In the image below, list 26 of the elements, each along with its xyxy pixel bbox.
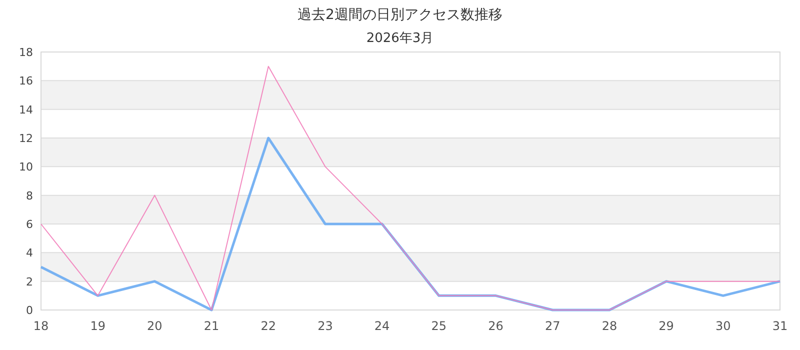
x-tick-label: 21: [204, 319, 220, 333]
y-tick-label: 0: [26, 304, 33, 317]
y-tick-label: 4: [26, 246, 33, 260]
y-tick-label: 8: [26, 189, 33, 202]
y-tick-label: 18: [19, 46, 33, 59]
x-tick-label: 20: [147, 319, 162, 333]
y-tick-label: 14: [19, 103, 33, 116]
x-tick-label: 26: [488, 319, 504, 333]
x-tick-label: 30: [716, 319, 731, 333]
y-tick-label: 6: [26, 218, 33, 231]
x-tick-label: 28: [602, 319, 618, 333]
x-tick-label: 27: [544, 319, 560, 333]
y-tick-label: 10: [19, 160, 33, 174]
line-series: [40, 66, 780, 310]
chart-title: 過去2週間の日別アクセス数推移: [298, 7, 502, 23]
y-tick-label: 2: [26, 275, 33, 288]
y-tick-label: 16: [19, 74, 33, 88]
x-tick-label: 24: [374, 319, 390, 333]
x-tick-label: 25: [431, 319, 447, 333]
x-tick-label: 19: [90, 319, 106, 333]
x-tick-label: 29: [658, 319, 674, 333]
y-tick-label: 12: [19, 132, 33, 145]
x-tick-label: 23: [318, 319, 333, 333]
x-tick-label: 31: [772, 319, 788, 333]
chart-subtitle: 2026年3月: [366, 31, 434, 46]
x-tick-label: 22: [260, 319, 276, 333]
